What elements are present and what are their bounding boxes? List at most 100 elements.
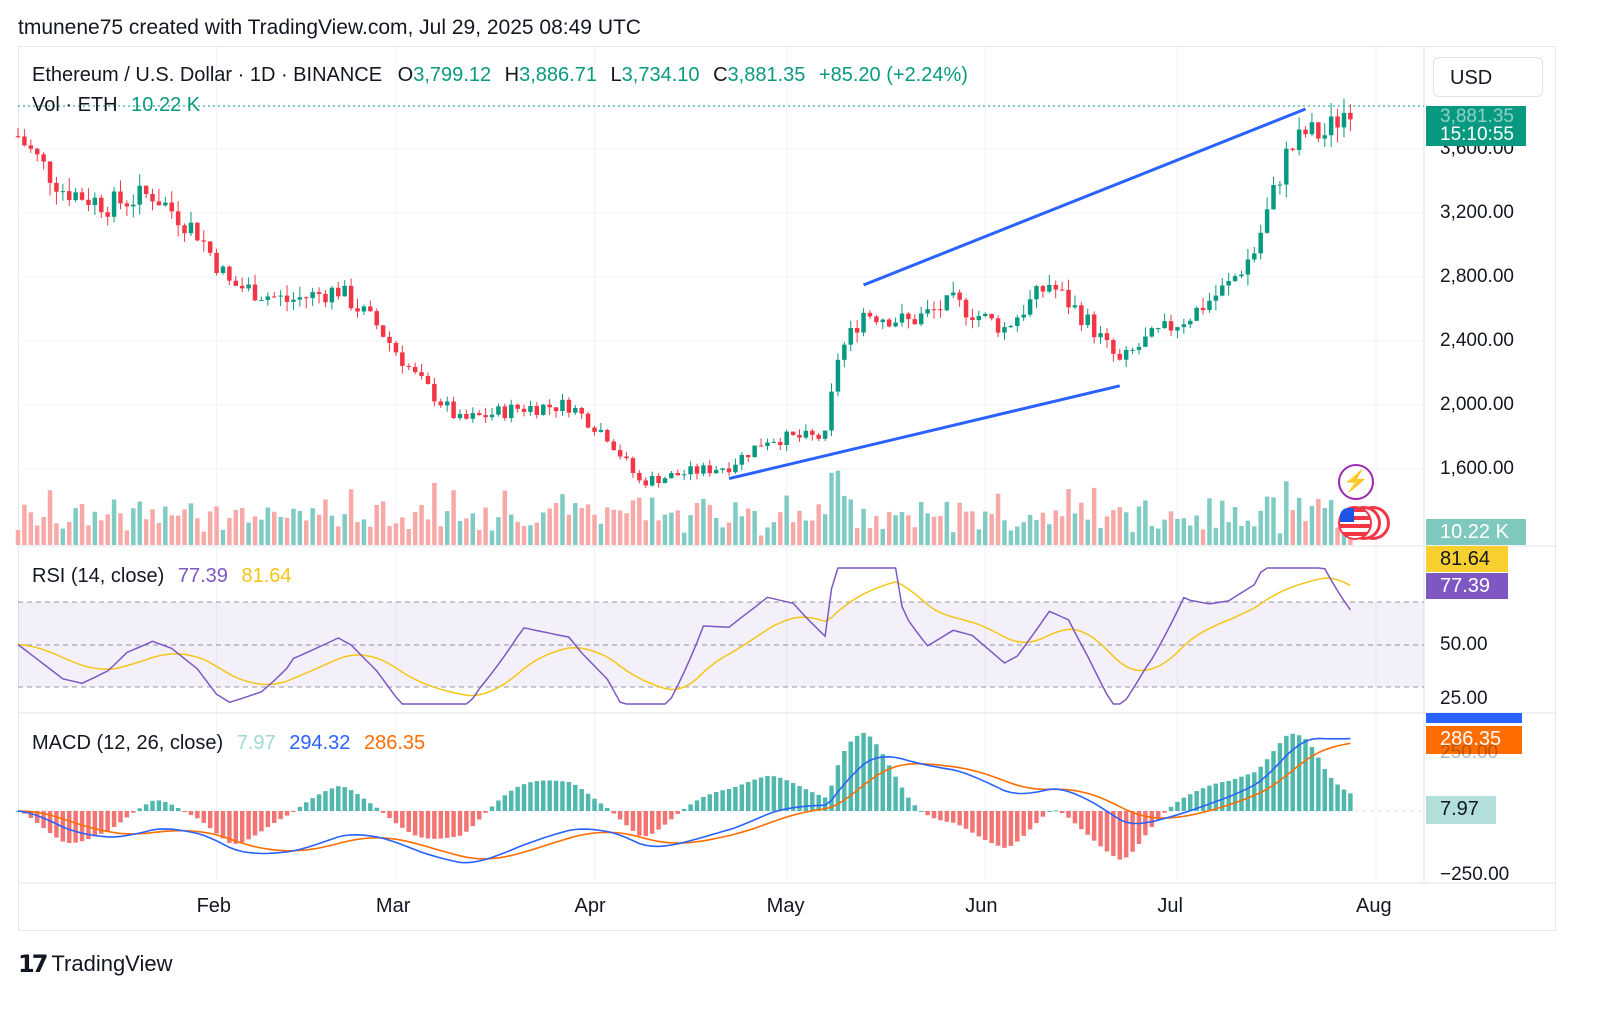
- macd-histogram-bar: [291, 811, 296, 812]
- candle-body: [733, 464, 738, 473]
- volume-bar: [944, 501, 950, 545]
- candle-body: [175, 211, 181, 226]
- macd-histogram-bar: [150, 800, 155, 811]
- volume-bar: [765, 527, 770, 545]
- candle-body: [1271, 185, 1276, 210]
- macd-histogram-bar: [970, 811, 975, 833]
- macd-histogram-bar: [1136, 811, 1142, 844]
- candle-body: [99, 197, 104, 213]
- candle-body: [124, 203, 130, 207]
- volume-bar: [214, 506, 219, 545]
- us-flag-icon[interactable]: [1338, 506, 1394, 540]
- volume-bar: [496, 517, 501, 545]
- macd-histogram-bar: [592, 798, 597, 811]
- volume-bar: [374, 504, 379, 545]
- chart-caption: tmunene75 created with TradingView.com, …: [18, 16, 641, 39]
- macd-histogram-bar: [79, 811, 85, 842]
- macd-histogram-bar: [412, 811, 418, 836]
- volume-bar: [252, 516, 258, 545]
- change-value: +85.20 (+2.24%): [818, 64, 968, 86]
- currency-button[interactable]: USD: [1433, 57, 1543, 97]
- candle-body: [918, 313, 924, 325]
- candle-body: [310, 292, 315, 299]
- macd-histogram-bar: [707, 794, 713, 811]
- macd-histogram-bar: [611, 811, 616, 814]
- candle-body: [227, 266, 232, 281]
- candle-body: [835, 359, 841, 392]
- candle-body: [92, 197, 98, 206]
- rsi-axis-25: 25.00: [1440, 688, 1488, 709]
- macd-histogram-bar: [329, 788, 335, 811]
- candle-body: [528, 406, 533, 412]
- volume-bar: [1091, 487, 1097, 545]
- macd-legend[interactable]: MACD (12, 26, close) 7.97 294.32 286.35: [32, 732, 425, 755]
- candle-body: [886, 319, 892, 327]
- volume-bar: [963, 511, 969, 545]
- volume-bar: [412, 512, 418, 545]
- macd-histogram-bar: [1072, 811, 1078, 824]
- candle-body: [521, 408, 527, 412]
- macd-histogram-bar: [771, 776, 777, 811]
- lightning-icon[interactable]: ⚡: [1338, 464, 1374, 500]
- macd-histogram-bar: [810, 792, 815, 811]
- candle-body: [374, 311, 379, 326]
- candle-body: [1085, 314, 1090, 326]
- macd-histogram-bar: [188, 811, 194, 816]
- macd-histogram-bar: [444, 811, 450, 838]
- volume-bar: [323, 499, 328, 545]
- volume-bar: [778, 512, 783, 545]
- macd-histogram-bar: [1104, 811, 1110, 852]
- close-value: 3,881.35: [727, 64, 806, 86]
- candle-body: [118, 191, 123, 204]
- macd-histogram-bar: [1271, 751, 1276, 811]
- macd-histogram-bar: [1149, 811, 1155, 827]
- candle-body: [637, 472, 642, 481]
- candle-body: [867, 312, 873, 317]
- macd-histogram-bar: [912, 805, 918, 811]
- macd-histogram-bar: [630, 811, 636, 831]
- macd-histogram-bar: [131, 811, 136, 813]
- rsi-legend[interactable]: RSI (14, close) 77.39 81.64: [32, 565, 292, 588]
- volume-bar: [637, 497, 642, 545]
- price-axis-label: 3,200.00: [1440, 202, 1514, 223]
- macd-histogram-bar: [201, 811, 207, 823]
- price-axis-label: 2,000.00: [1440, 394, 1514, 415]
- volume-legend[interactable]: Vol · ETH 10.22 K: [32, 94, 200, 117]
- volume-bar: [784, 495, 789, 545]
- candle-body: [739, 454, 745, 465]
- volume-bar: [1123, 512, 1129, 545]
- chart-frame[interactable]: [18, 46, 1556, 931]
- candle-body: [848, 328, 853, 345]
- candle-body: [669, 472, 674, 479]
- macd-histogram-bar: [502, 795, 508, 811]
- candle-body: [425, 375, 431, 384]
- candle-body: [1021, 314, 1026, 318]
- macd-histogram-bar: [515, 786, 520, 811]
- candle-body: [438, 401, 444, 406]
- candle-body: [829, 391, 834, 431]
- volume-bar: [598, 523, 604, 545]
- candle-body: [79, 192, 85, 200]
- volume-bar: [649, 497, 655, 545]
- candle-body: [1175, 327, 1180, 331]
- footer-brand[interactable]: 17 TradingView: [18, 950, 172, 978]
- symbol-legend[interactable]: Ethereum / U.S. Dollar · 1D · BINANCE O3…: [32, 64, 968, 87]
- volume-bar: [515, 521, 520, 545]
- candle-body: [470, 413, 476, 419]
- candle-body: [880, 319, 886, 323]
- candle-body: [1181, 324, 1187, 328]
- volume-bar: [207, 511, 213, 545]
- candle-body: [368, 306, 373, 312]
- macd-histogram-bar: [957, 811, 962, 826]
- volume-bar: [1187, 525, 1193, 545]
- volume-bar: [1059, 516, 1065, 545]
- time-axis-label: Mar: [375, 895, 411, 917]
- macd-histogram-bar: [874, 744, 879, 811]
- macd-histogram-bar: [765, 775, 770, 811]
- candle-body: [1232, 276, 1238, 282]
- candle-body: [797, 434, 802, 438]
- volume-bar: [1130, 532, 1135, 545]
- candle-body: [688, 466, 693, 475]
- volume-bar: [105, 514, 110, 545]
